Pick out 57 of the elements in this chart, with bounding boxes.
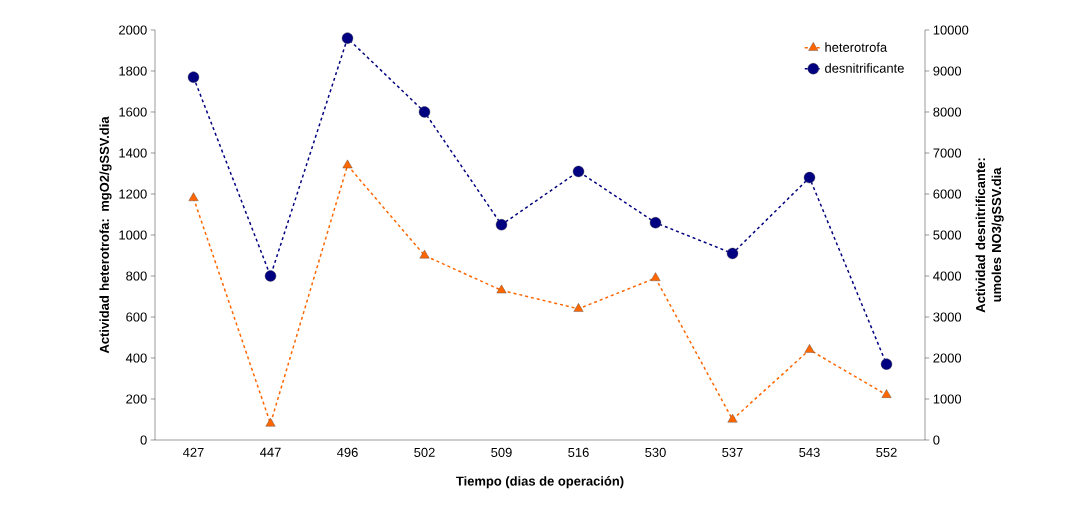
y2-tick-label: 8000 <box>933 107 962 117</box>
point <box>572 165 585 178</box>
y2-tick-label: 4000 <box>933 271 962 281</box>
x-tick-label: 496 <box>337 447 358 457</box>
point <box>727 413 738 423</box>
x-tick-label: 509 <box>491 447 512 457</box>
x-axis-title: Tiempo (dias de operación) <box>456 476 624 489</box>
x-tick-label: 447 <box>260 447 281 457</box>
point <box>650 272 661 281</box>
legend-label: desnitrificante <box>825 63 904 73</box>
point <box>419 249 430 259</box>
x-tick-label: 530 <box>645 447 666 457</box>
point <box>187 71 200 83</box>
y2-tick-label: 3000 <box>933 312 962 322</box>
y-tick-label: 600 <box>126 312 147 322</box>
point <box>418 106 431 118</box>
x-tick-label: 537 <box>722 447 743 457</box>
y2-tick-label: 6000 <box>933 189 962 199</box>
point <box>573 303 584 312</box>
y-axis-title: Actividad heterotrofa: mgO2/gSSV.dia <box>99 116 112 354</box>
y-tick-label: 200 <box>126 394 147 404</box>
point <box>265 417 276 427</box>
y-tick-label: 400 <box>125 353 147 363</box>
point <box>496 284 507 294</box>
point <box>880 358 893 370</box>
point <box>495 219 508 231</box>
y-tick-label: 1400 <box>119 148 147 158</box>
point <box>188 192 199 202</box>
x-tick-label: 427 <box>182 447 204 457</box>
x-tick-label: 543 <box>799 447 820 457</box>
y-tick-label: 0 <box>140 435 147 445</box>
point <box>649 217 662 229</box>
y-tick-label: 800 <box>126 271 147 281</box>
y2-tick-label: 1000 <box>933 394 962 404</box>
y2-tick-label: 5000 <box>933 230 962 240</box>
point <box>881 389 892 398</box>
y2-tick-label: 9000 <box>933 66 962 76</box>
y2-tick-label: 10000 <box>933 25 969 35</box>
point <box>803 171 816 184</box>
y-tick-label: 1000 <box>119 230 147 240</box>
point <box>341 32 354 44</box>
y2-tick-label: 7000 <box>933 148 962 158</box>
y2-axis-title: Actividad desnitrificante: umoles NO3/gSSV.dia <box>975 158 1004 313</box>
point <box>726 247 739 260</box>
point <box>342 159 353 169</box>
point <box>264 270 277 282</box>
x-tick-label: 516 <box>568 447 589 457</box>
y-tick-label: 1600 <box>119 107 147 117</box>
legend-label: heterotrofa <box>825 42 888 52</box>
y2-tick-label: 2000 <box>933 353 962 363</box>
y-tick-label: 2000 <box>119 25 147 35</box>
point <box>804 344 815 353</box>
x-tick-label: 502 <box>414 447 435 457</box>
y2-tick-label: 0 <box>933 435 940 445</box>
x-tick-label: 552 <box>876 447 897 457</box>
y-tick-label: 1200 <box>119 189 147 199</box>
y-tick-label: 1800 <box>119 66 147 76</box>
